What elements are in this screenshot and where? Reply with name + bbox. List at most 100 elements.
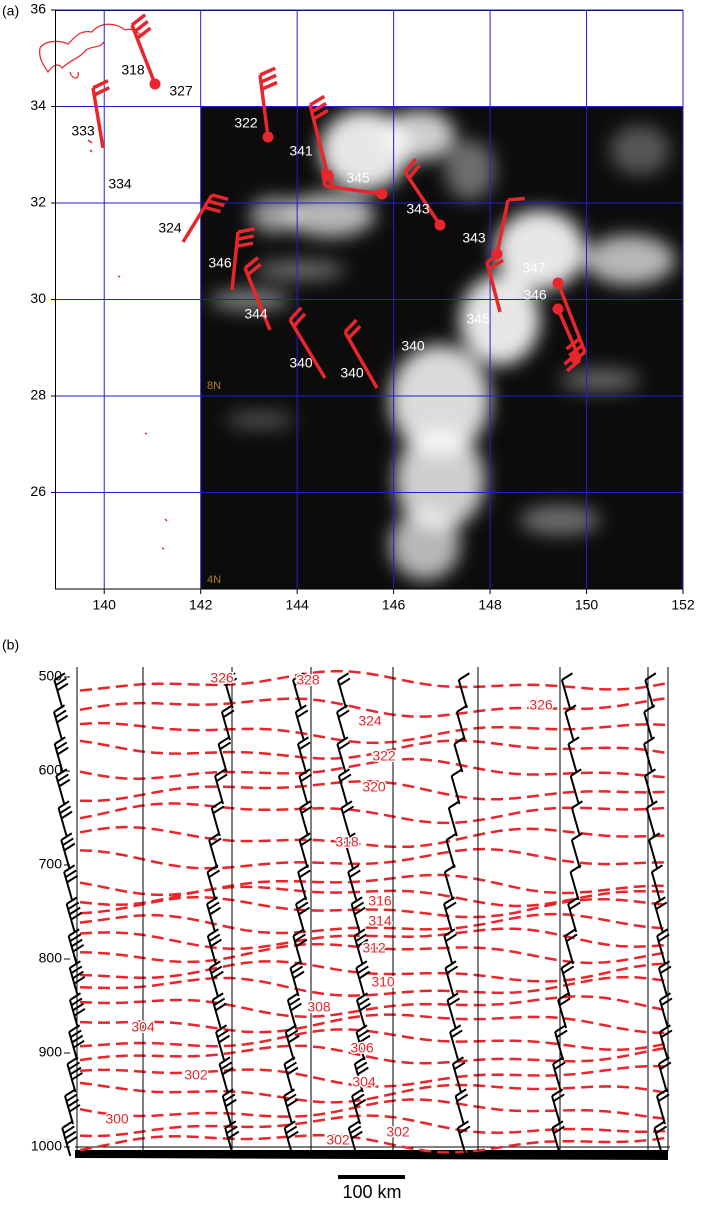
wind-barb-flag [507, 196, 525, 202]
wind-barb-flag [444, 960, 457, 969]
wind-barb-flag [357, 965, 369, 975]
wind-barb-flag [224, 672, 236, 681]
station-dot [434, 219, 446, 231]
wind-barb-flag [133, 20, 149, 34]
theta-contour [79, 885, 666, 908]
contour-label: 308 [307, 999, 331, 1015]
theta-label: 345 [466, 311, 490, 327]
wind-barb-flag [560, 960, 573, 969]
wind-barb-flag [208, 933, 221, 943]
wind-barb-flag [218, 1034, 231, 1044]
contour-label: 326 [529, 697, 553, 713]
wind-barb-flag [291, 965, 304, 975]
wind-barb-flag [285, 1061, 297, 1071]
wind-barb-flag [286, 1029, 299, 1039]
wind-barb [258, 74, 270, 138]
wind-barb-flag [551, 1088, 564, 1097]
wind-barb-flag [655, 901, 668, 911]
wind-barb-flag [338, 741, 350, 751]
theta-label: 346 [208, 255, 232, 271]
wind-barb-flag [210, 965, 223, 975]
wind-barb-flag [297, 736, 310, 745]
wind-barb-flag [347, 864, 360, 873]
wind-barb-flag [453, 1061, 466, 1071]
theta-contour [79, 825, 666, 849]
wind-barb-flag [357, 997, 370, 1007]
theta-label: 318 [121, 62, 145, 78]
wind-barb-flag [457, 1120, 469, 1129]
wind-barb-flag [359, 1002, 372, 1012]
wind-barb-flag [551, 1120, 564, 1129]
wind-barb-flag [571, 800, 583, 809]
wind-barb-flag [212, 992, 224, 1001]
y-tick-label: 900 [39, 1044, 63, 1060]
wind-barb-flag [53, 704, 66, 713]
panel-label: (a) [2, 3, 19, 19]
wind-barb-flag [221, 1066, 234, 1076]
wind-barb-flag [295, 938, 308, 948]
wind-barb-flag [659, 992, 671, 1001]
wind-barb-flag [563, 352, 579, 366]
wind-barb-flag [70, 997, 83, 1007]
wind-barb-flag [564, 704, 577, 713]
wind-barb-flag [561, 672, 573, 681]
wind-barb-flag [448, 997, 461, 1007]
wind-barb-flag [299, 800, 312, 809]
wind-barb-flag [209, 906, 222, 916]
wind-barb-flag [655, 1125, 668, 1135]
wind-barb-flag [443, 896, 456, 905]
wind-barb-flag [347, 324, 362, 340]
contour-label: 304 [131, 1019, 155, 1035]
wind-barb-flag [292, 970, 305, 980]
contour-label: 314 [368, 913, 392, 929]
wind-barb-flag [219, 741, 232, 751]
wind-barb-flag [60, 810, 73, 820]
wind-barb-flag [566, 358, 582, 373]
wind-barb-flag [287, 1130, 299, 1140]
wind-barb-flag [659, 1024, 671, 1033]
wind-barb-flag [261, 80, 278, 91]
theta-contour [79, 1098, 666, 1120]
station-dot [552, 277, 564, 289]
contour-label: 326 [210, 670, 234, 686]
station-dot [322, 170, 334, 182]
wind-barb [450, 775, 461, 805]
theta-label: 333 [71, 123, 95, 139]
wind-barb-flag [212, 805, 225, 815]
y-tick-label: 28 [30, 387, 46, 403]
wind-barb-flag [357, 1066, 369, 1076]
wind-barb-flag [448, 800, 460, 809]
wind-barb-flag [351, 1130, 363, 1140]
wind-barb [650, 871, 661, 901]
contour-label: 300 [105, 1111, 129, 1127]
contour-label: 310 [371, 974, 395, 990]
wind-barb-flag [67, 1098, 80, 1108]
wind-barb-flag [344, 832, 356, 841]
wind-barb-flag [293, 677, 306, 687]
wind-barb-flag [216, 1029, 229, 1039]
wind-barb [570, 839, 581, 869]
y-tick-label: 1000 [31, 1138, 62, 1154]
wind-barb-flag [56, 714, 69, 724]
wind-barb-flag [658, 1056, 670, 1065]
wind-barb-flag [562, 965, 575, 975]
wind-barb-flag [339, 773, 352, 783]
wind-barb-flag [656, 1088, 669, 1097]
wind-barb-flag [345, 837, 358, 847]
wind-barb-flag [292, 672, 305, 681]
theta-label: 334 [108, 176, 132, 192]
wind-barb-flag [571, 832, 583, 841]
wind-barb-flag [340, 800, 353, 809]
theta-contour [79, 912, 666, 935]
wind-barb-flag [299, 832, 311, 841]
wind-barb-flag [451, 1029, 463, 1039]
wind-barb-flag [295, 704, 307, 713]
theta-contour [79, 802, 666, 825]
wind-barb-flag [445, 933, 457, 943]
wind-barb-flag [356, 992, 369, 1001]
wind-barb-flag [211, 800, 223, 809]
wind-barb-flag [300, 805, 313, 815]
wind-barb-flag [54, 736, 66, 745]
wind-barb-flag [225, 677, 238, 687]
